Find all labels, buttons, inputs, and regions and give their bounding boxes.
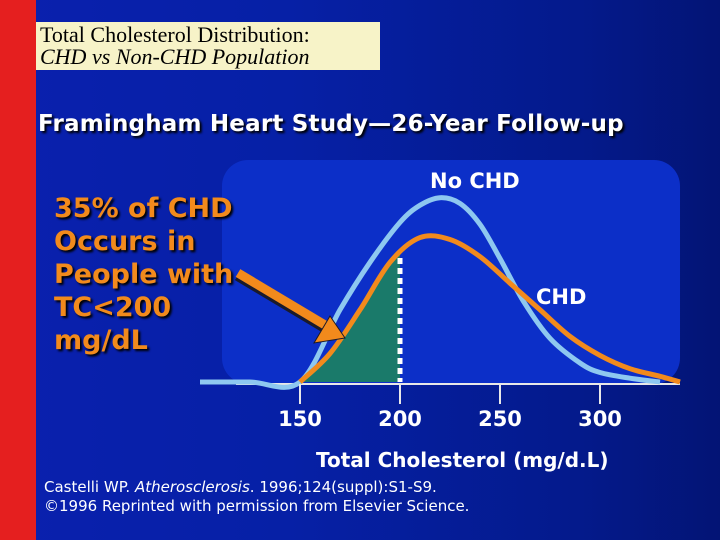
citation-copyright: ©1996 Reprinted with permission from Els… [44, 497, 470, 515]
citation-journal: Atherosclerosis [134, 478, 250, 496]
x-axis-label: Total Cholesterol (mg/d.L) [316, 448, 609, 472]
citation-details: . 1996;124(suppl):S1-S9. [249, 478, 437, 496]
callout-line: mg/dL [54, 325, 148, 356]
callout-line: Occurs in [54, 226, 196, 257]
slide-subtitle-title: CHD vs Non-CHD Population [40, 44, 310, 69]
x-tick-label: 300 [578, 407, 622, 431]
callout-line: 35% of CHD [54, 193, 233, 224]
plot-background [222, 160, 680, 384]
series-label-chd: CHD [536, 285, 586, 309]
callout-line: TC<200 [54, 292, 172, 323]
x-tick-label: 200 [378, 407, 422, 431]
x-tick-label: 150 [278, 407, 322, 431]
slide-title: Total Cholesterol Distribution: [40, 22, 310, 47]
callout-arrow [234, 269, 346, 344]
accent-bar [0, 0, 36, 540]
series-line-chd [298, 233, 681, 385]
callout-text: 35% of CHD Occurs in People with TC<200 … [54, 192, 233, 357]
title-highlight-box [36, 22, 380, 70]
study-subtitle: Framingham Heart Study—26-Year Follow-up [38, 111, 624, 137]
x-tick-label: 250 [478, 407, 522, 431]
citation-author: Castelli WP. [44, 478, 131, 496]
citation: Castelli WP. Atherosclerosis. 1996;124(s… [44, 478, 564, 516]
callout-line: People with [54, 259, 234, 290]
series-label-no-chd: No CHD [430, 169, 520, 193]
